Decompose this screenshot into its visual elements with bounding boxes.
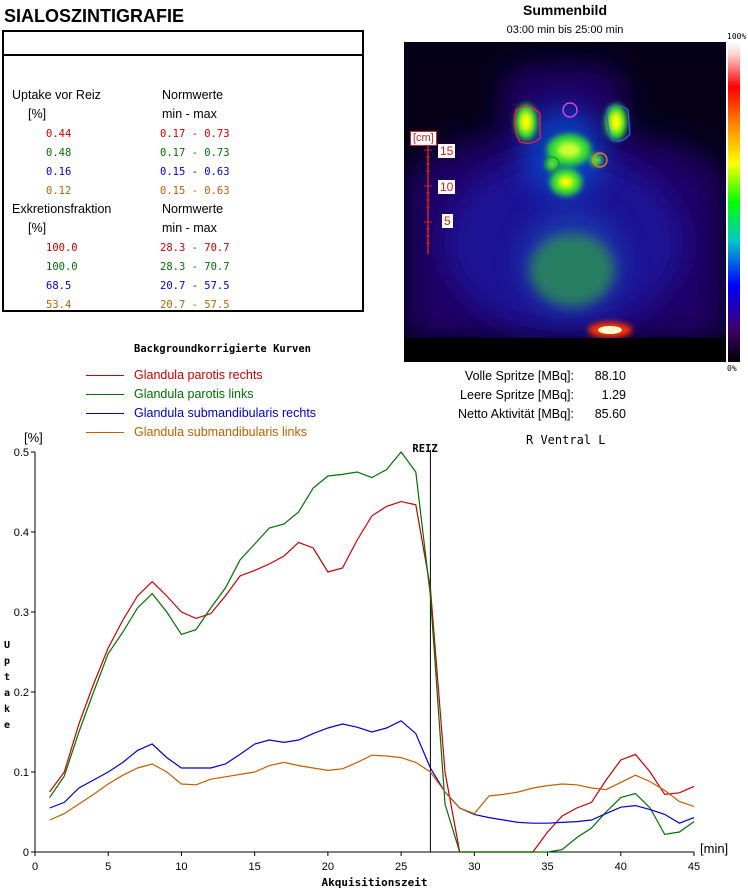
colorbar-top-label: 100%	[727, 32, 747, 41]
x-tick-label: 5	[105, 861, 111, 873]
uptake-value: 0.44	[46, 128, 72, 140]
y-axis-label-letter: k	[4, 704, 10, 715]
uptake-norm-range: 0.17 - 0.73	[160, 147, 230, 159]
legend-label: Glandula parotis links	[134, 387, 254, 401]
roi-submandibularis-rechts	[544, 156, 560, 172]
legend-label: Glandula submandibularis rechts	[134, 406, 317, 420]
scan-svg	[404, 42, 726, 362]
y-axis-label-letter: a	[4, 688, 10, 699]
y-axis-label-letter: p	[4, 656, 10, 667]
norm-header-excretion: Normwerte	[162, 202, 224, 216]
excretion-header: Exkretionsfraktion	[12, 202, 112, 216]
colorbar-bottom-label: 0%	[727, 364, 737, 373]
y-tick-label: 0.1	[14, 767, 29, 779]
summenbild-title: Summenbild	[522, 2, 607, 18]
excretion-value: 68.5	[46, 280, 72, 292]
y-tick-label: 0.2	[14, 687, 29, 699]
x-tick-label: 0	[32, 861, 38, 873]
excretion-value: 100.0	[46, 261, 78, 273]
scale-unit: [cm]	[410, 131, 437, 146]
y-axis-label-letter: e	[4, 720, 10, 731]
y-tick-label: 0.5	[14, 447, 29, 459]
uptake-norm-range: 0.15 - 0.63	[160, 166, 230, 178]
activity-value: 1.29	[601, 388, 626, 402]
x-tick-label: 30	[468, 861, 480, 873]
legend-label: Glandula parotis rechts	[134, 368, 263, 382]
activity-value: 85.60	[594, 407, 626, 421]
activity-label: Volle Spritze [MBq]:	[464, 369, 574, 383]
uptake-header: Uptake vor Reiz	[12, 88, 101, 102]
x-tick-label: 20	[322, 861, 334, 873]
norm-minmax-excretion: min - max	[162, 221, 217, 235]
x-tick-label: 15	[249, 861, 261, 873]
excretion-value: 53.4	[46, 299, 72, 311]
reiz-marker-label: REIZ	[412, 443, 437, 455]
excretion-norm-range: 20.7 - 57.5	[160, 299, 230, 311]
roi-parotis-rechts	[514, 106, 541, 144]
x-tick-label: 45	[688, 861, 700, 873]
uptake-value: 0.48	[46, 147, 72, 159]
results-table	[2, 30, 364, 312]
excretion-norm-range: 28.3 - 70.7	[160, 242, 230, 254]
series-line-0	[49, 500, 695, 853]
x-axis-label: Akquisitionszeit	[322, 876, 428, 888]
activity-label: Leere Spritze [MBq]:	[460, 388, 574, 402]
y-axis-label-letter: t	[4, 672, 10, 683]
legend-swatch	[86, 432, 124, 433]
scale-label-5: 5	[442, 214, 453, 228]
roi-submandibularis-links	[592, 152, 608, 168]
y-unit-label: [%]	[24, 430, 43, 445]
y-axis-label-letter: U	[4, 640, 10, 651]
legend-swatch	[86, 375, 124, 376]
x-unit-label: [min]	[700, 841, 728, 856]
excretion-unit: [%]	[28, 221, 47, 235]
uptake-unit: [%]	[28, 107, 47, 121]
y-tick-label: 0.3	[14, 607, 29, 619]
table-header-divider	[4, 54, 362, 56]
legend-label: Glandula submandibularis links	[134, 425, 308, 439]
view-label: R Ventral L	[526, 433, 605, 447]
excretion-norm-range: 20.7 - 57.5	[160, 280, 230, 292]
roi-parotis-links	[606, 104, 631, 142]
y-tick-label: 0.4	[14, 527, 29, 539]
excretion-value: 100.0	[46, 242, 78, 254]
x-tick-label: 35	[541, 861, 553, 873]
chart-title: Backgroundkorrigierte Kurven	[134, 343, 312, 355]
x-tick-label: 40	[615, 861, 627, 873]
roi-background	[562, 102, 578, 118]
uptake-chart: 0 5 10 15 20 25 30 35 40 45 0 0.1 0.2 0.3 0.4 0.5 [%] [mi…	[4, 430, 728, 888]
scale-label-10: 10	[438, 180, 456, 194]
summenbild-subtitle: 03:00 min bis 25:00 min	[506, 24, 624, 36]
x-tick-label: 25	[395, 861, 407, 873]
norm-header-uptake: Normwerte	[162, 88, 224, 102]
uptake-norm-range: 0.15 - 0.63	[160, 185, 230, 197]
uptake-value: 0.12	[46, 185, 72, 197]
activity-label: Netto Aktivität [MBq]:	[457, 407, 574, 421]
series-line-3	[49, 754, 695, 821]
scintigraphy-image	[404, 42, 726, 362]
page-title: SIALOSZINTIGRAFIE	[4, 6, 184, 26]
activity-value: 88.10	[594, 369, 626, 383]
norm-minmax-uptake: min - max	[162, 107, 217, 121]
series-line-1	[49, 451, 695, 853]
scale-label-15: 15	[438, 144, 456, 158]
y-tick-label: 0	[23, 847, 29, 859]
color-scale-bar	[728, 42, 740, 362]
series-line-2	[49, 720, 695, 824]
excretion-norm-range: 28.3 - 70.7	[160, 261, 230, 273]
legend-swatch	[86, 413, 124, 414]
x-tick-label: 10	[175, 861, 187, 873]
uptake-value: 0.16	[46, 166, 72, 178]
legend-swatch	[86, 394, 124, 395]
uptake-norm-range: 0.17 - 0.73	[160, 128, 230, 140]
